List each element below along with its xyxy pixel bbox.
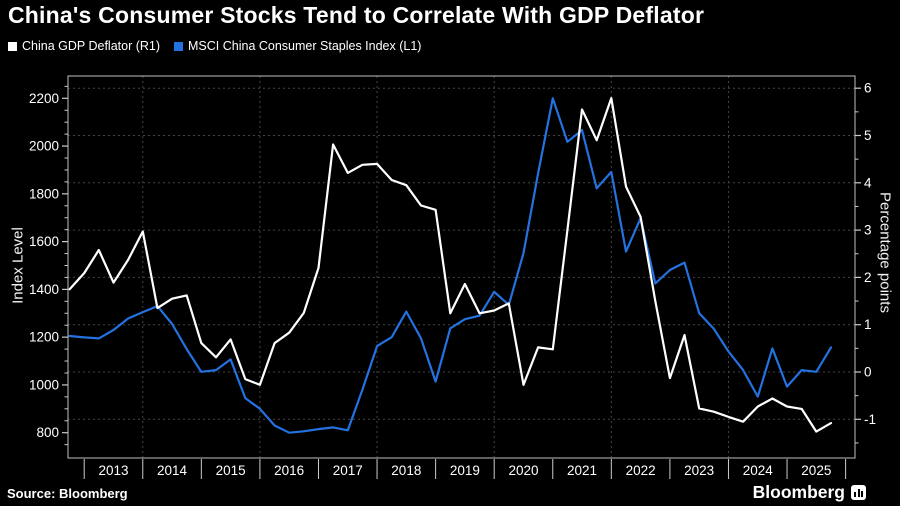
- x-axis-year-label: 2025: [801, 463, 831, 478]
- source-note: Source: Bloomberg: [7, 486, 128, 501]
- legend-item-gdp-deflator: China GDP Deflator (R1): [8, 39, 160, 53]
- right-axis-tick-label: 2: [864, 270, 872, 285]
- x-axis-year-label: 2017: [333, 463, 363, 478]
- left-axis-tick-label: 1400: [29, 282, 59, 297]
- x-axis-year-label: 2014: [157, 463, 188, 478]
- bloomberg-logo-icon: [851, 485, 866, 500]
- legend-item-msci-index: MSCI China Consumer Staples Index (L1): [174, 39, 421, 53]
- left-axis-tick-label: 2000: [29, 139, 59, 154]
- bloomberg-wordmark: Bloomberg: [752, 482, 845, 502]
- x-axis-year-label: 2020: [508, 463, 538, 478]
- right-axis-tick-label: 3: [864, 223, 872, 238]
- right-axis-tick-label: 1: [864, 317, 872, 332]
- left-axis-tick-label: 1600: [29, 234, 59, 249]
- msci-index-swatch-icon: [174, 41, 184, 51]
- left-axis-tick-label: 1000: [29, 377, 59, 392]
- x-axis-year-label: 2024: [743, 463, 774, 478]
- chart-title: China's Consumer Stocks Tend to Correlat…: [8, 2, 705, 28]
- x-axis-year-label: 2015: [216, 463, 246, 478]
- left-axis-tick-label: 2200: [29, 91, 59, 106]
- right-axis-tick-label: 5: [864, 128, 872, 143]
- x-axis-year-label: 2019: [450, 463, 480, 478]
- right-axis-tick-label: 0: [864, 365, 872, 380]
- legend-label: China GDP Deflator (R1): [22, 39, 161, 53]
- x-axis-year-label: 2021: [567, 463, 597, 478]
- gdp-deflator-line: [68, 96, 833, 433]
- x-axis-year-label: 2013: [98, 463, 128, 478]
- x-axis-year-label: 2016: [274, 463, 304, 478]
- legend: China GDP Deflator (R1) MSCI China Consu…: [8, 39, 421, 53]
- msci-consumer-staples-line: [68, 97, 833, 434]
- left-axis-tick-label: 800: [36, 425, 59, 440]
- bloomberg-brand: Bloomberg: [753, 482, 866, 503]
- gdp-deflator-swatch-icon: [8, 41, 17, 51]
- left-axis-tick-label: 1800: [29, 186, 59, 201]
- legend-label: MSCI China Consumer Staples Index (L1): [188, 39, 422, 53]
- x-axis-year-label: 2022: [626, 463, 656, 478]
- x-axis-year-label: 2018: [391, 463, 421, 478]
- x-axis-year-label: 2023: [684, 463, 714, 478]
- left-axis-tick-label: 1200: [29, 330, 59, 345]
- right-axis-tick-label: 6: [864, 81, 872, 96]
- right-axis-tick-label: 4: [864, 175, 872, 190]
- right-axis-tick-label: -1: [864, 412, 876, 427]
- plot-frame: [67, 75, 856, 459]
